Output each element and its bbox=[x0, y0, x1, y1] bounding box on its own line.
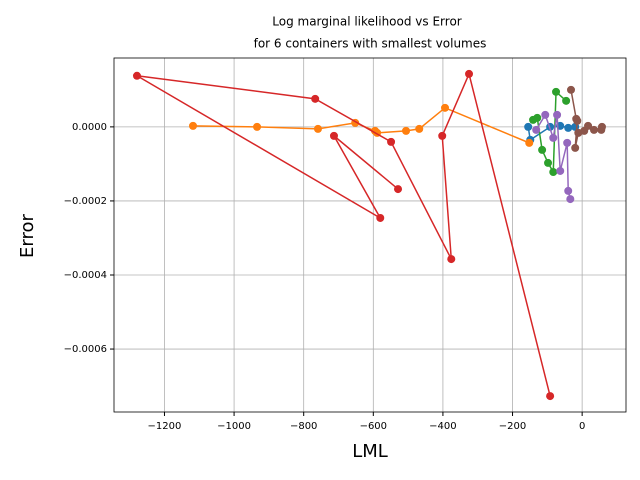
y-tick-label: −0.0002 bbox=[64, 196, 107, 207]
point bbox=[553, 110, 562, 119]
point bbox=[538, 145, 547, 154]
y-tick-label: 0.0000 bbox=[72, 122, 107, 133]
y-tick-label: −0.0006 bbox=[64, 344, 107, 355]
point bbox=[544, 158, 553, 167]
point bbox=[571, 143, 580, 152]
point bbox=[447, 255, 456, 264]
point bbox=[533, 113, 542, 122]
x-tick-label: −1200 bbox=[148, 421, 182, 432]
chart-subtitle: for 6 containers with smallest volumes bbox=[254, 37, 487, 51]
point bbox=[566, 195, 575, 204]
point bbox=[584, 121, 593, 130]
point bbox=[546, 392, 555, 401]
point bbox=[549, 133, 558, 142]
x-axis-label: LML bbox=[352, 441, 388, 462]
x-tick-label: −200 bbox=[499, 421, 526, 432]
x-tick-label: −1000 bbox=[217, 421, 251, 432]
point bbox=[438, 131, 447, 140]
point bbox=[253, 122, 262, 131]
point bbox=[567, 85, 576, 94]
point bbox=[549, 168, 558, 177]
point bbox=[311, 94, 320, 103]
point bbox=[387, 137, 396, 146]
point bbox=[524, 122, 533, 131]
x-tick-label: −400 bbox=[429, 421, 456, 432]
point bbox=[132, 71, 141, 80]
chart-title: Log marginal likelihood vs Error bbox=[272, 15, 462, 29]
point bbox=[329, 131, 338, 140]
point bbox=[415, 124, 424, 133]
point bbox=[376, 213, 385, 222]
y-axis-label: Error bbox=[17, 213, 38, 257]
point bbox=[525, 138, 534, 147]
point bbox=[564, 186, 573, 195]
series-line bbox=[136, 71, 551, 397]
point bbox=[441, 103, 450, 112]
plot-frame bbox=[113, 57, 627, 413]
point bbox=[573, 116, 582, 125]
point bbox=[541, 110, 550, 119]
point bbox=[552, 87, 561, 96]
series-line bbox=[535, 113, 572, 200]
x-tick-label: −600 bbox=[360, 421, 387, 432]
point bbox=[465, 69, 474, 78]
point bbox=[563, 138, 572, 147]
point bbox=[313, 124, 322, 133]
point bbox=[402, 126, 411, 135]
point bbox=[556, 166, 565, 175]
point bbox=[597, 122, 606, 131]
x-tick-label: 0 bbox=[579, 421, 585, 432]
point bbox=[189, 121, 198, 130]
point bbox=[394, 185, 403, 194]
point bbox=[589, 125, 598, 134]
point bbox=[562, 96, 571, 105]
x-tick-label: −800 bbox=[290, 421, 317, 432]
point bbox=[532, 125, 541, 134]
point bbox=[564, 123, 573, 132]
y-tick-label: −0.0004 bbox=[64, 270, 107, 281]
